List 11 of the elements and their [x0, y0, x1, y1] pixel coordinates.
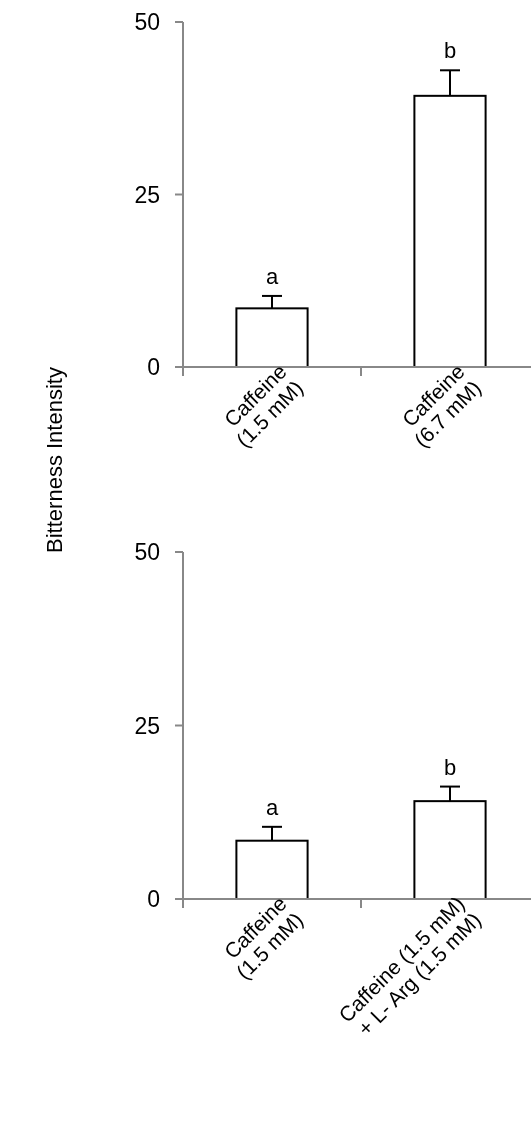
y-axis-title: Bitterness Intensity [42, 367, 67, 553]
annotation: b [443, 754, 457, 780]
y-tick-label: 50 [134, 9, 160, 36]
y-tick-label: 0 [147, 354, 160, 381]
y-tick-label: 25 [134, 712, 160, 739]
y-tick-label: 0 [147, 886, 160, 913]
annotation: a [265, 263, 279, 289]
y-tick-label: 25 [134, 181, 160, 208]
annotation: a [265, 794, 279, 820]
annotation: b [443, 38, 457, 64]
y-tick-label: 50 [134, 539, 160, 566]
